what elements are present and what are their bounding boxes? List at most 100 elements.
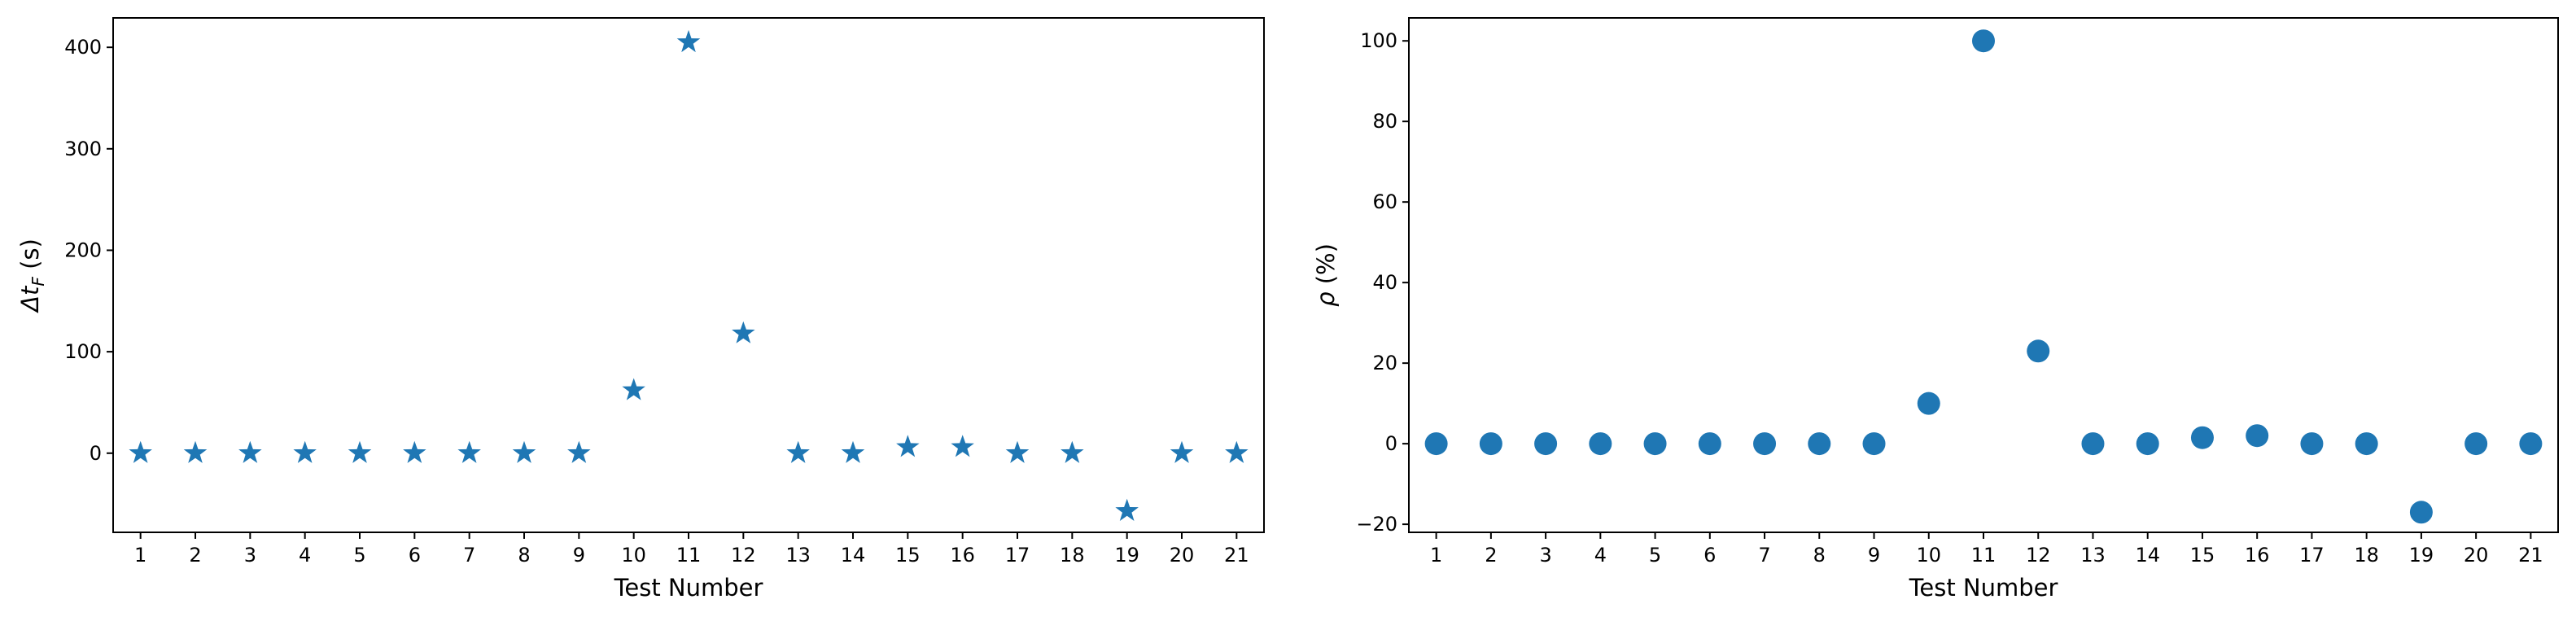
x-tick-label: 20 (2464, 544, 2489, 567)
point (2519, 432, 2543, 456)
point (1808, 432, 1831, 456)
point (1862, 432, 1886, 456)
plot-frame (112, 17, 1265, 533)
star-point (129, 440, 152, 463)
y-tick-label: 0 (90, 442, 102, 465)
x-tick-label: 2 (189, 544, 201, 567)
star-point (786, 440, 810, 463)
x-tick-label: 17 (1005, 544, 1030, 567)
star-point (183, 440, 208, 463)
y-axis-label-symbol: Δt (16, 285, 44, 313)
star-point (293, 440, 317, 463)
x-tick-label: 16 (2245, 544, 2270, 567)
x-tick-label: 14 (841, 544, 866, 567)
star-point (403, 440, 426, 463)
y-tick-label: 40 (1372, 271, 1397, 294)
star-point (1115, 498, 1139, 521)
point (1479, 432, 1502, 456)
y-axis-label-subscript: F (28, 277, 48, 287)
y-tick-label: 400 (64, 36, 102, 59)
star-point (896, 435, 920, 457)
point (2027, 339, 2050, 363)
point (2081, 432, 2105, 456)
x-tick-label: 6 (1703, 544, 1716, 567)
x-tick-label: 6 (409, 544, 421, 567)
point (1917, 392, 1940, 415)
y-tick-label: 0 (1385, 432, 1397, 455)
x-tick-label: 8 (1813, 544, 1826, 567)
x-tick-label: 7 (463, 544, 475, 567)
star-point (841, 440, 865, 463)
x-tick-label: 11 (1971, 544, 1997, 567)
x-tick-label: 21 (1224, 544, 1249, 567)
y-axis-label-space (1312, 284, 1340, 291)
x-tick-label: 19 (2409, 544, 2434, 567)
star-point (1225, 440, 1249, 463)
y-axis-label-unit: (s) (16, 238, 44, 269)
star-point (348, 440, 372, 463)
star-point (1005, 440, 1030, 463)
x-tick-label: 12 (2026, 544, 2051, 567)
x-tick-label: 16 (950, 544, 975, 567)
x-tick-label: 20 (1170, 544, 1195, 567)
star-point (951, 435, 974, 457)
y-tick-label: 80 (1372, 110, 1397, 133)
x-tick-label: 19 (1114, 544, 1139, 567)
y-axis-label: ρ (%) (1312, 243, 1340, 307)
y-tick-label: 200 (64, 238, 102, 261)
y-tick-label: −20 (1356, 513, 1397, 536)
point (1698, 432, 1721, 456)
x-tick-label: 7 (1758, 544, 1770, 567)
x-tick-label: 18 (1060, 544, 1085, 567)
y-axis-label: ΔtF (s) (16, 238, 48, 313)
y-axis-label-space (16, 269, 44, 277)
x-tick-label: 10 (621, 544, 646, 567)
y-tick-label: 100 (1360, 29, 1397, 52)
x-tick-label: 17 (2299, 544, 2325, 567)
point (1534, 432, 1558, 456)
x-tick-label: 9 (573, 544, 585, 567)
x-tick-label: 12 (731, 544, 756, 567)
x-tick-label: 5 (353, 544, 365, 567)
star-point (622, 378, 645, 400)
y-axis-label-unit: (%) (1312, 243, 1340, 284)
star-point (567, 440, 591, 463)
x-tick-label: 8 (518, 544, 530, 567)
y-axis-label-symbol: ρ (1312, 291, 1340, 307)
x-tick-label: 3 (1539, 544, 1551, 567)
y-tick-label: 300 (64, 138, 102, 160)
point (2409, 501, 2433, 524)
point (2246, 424, 2269, 448)
plot-frame (1408, 17, 2559, 533)
x-tick-label: 21 (2518, 544, 2543, 567)
point (1589, 432, 1612, 456)
x-tick-label: 3 (244, 544, 256, 567)
star-point (457, 440, 481, 463)
x-axis-label: Test Number (1909, 574, 2058, 602)
point (2464, 432, 2488, 456)
x-tick-label: 1 (1430, 544, 1442, 567)
point (2136, 432, 2159, 456)
x-tick-label: 13 (2080, 544, 2106, 567)
point (1753, 432, 1777, 456)
star-point (1170, 440, 1194, 463)
star-point (676, 29, 701, 53)
y-tick-label: 100 (64, 340, 102, 363)
y-tick-label: 20 (1372, 352, 1397, 374)
point (1424, 432, 1448, 456)
point (1972, 29, 1995, 53)
x-tick-label: 10 (1916, 544, 1941, 567)
y-tick-label: 60 (1372, 190, 1397, 213)
x-tick-label: 4 (1594, 544, 1607, 567)
star-point (732, 321, 755, 343)
x-tick-label: 2 (1485, 544, 1497, 567)
x-tick-label: 14 (2135, 544, 2160, 567)
x-axis-label: Test Number (614, 574, 763, 602)
x-tick-label: 1 (134, 544, 147, 567)
star-point (512, 440, 536, 463)
x-tick-label: 13 (785, 544, 811, 567)
x-tick-label: 4 (299, 544, 311, 567)
x-tick-label: 9 (1868, 544, 1880, 567)
x-tick-label: 15 (2190, 544, 2215, 567)
